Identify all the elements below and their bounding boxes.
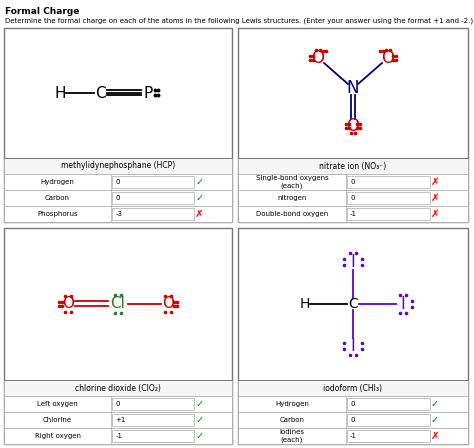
Text: ✓: ✓ (195, 193, 203, 203)
FancyBboxPatch shape (112, 430, 194, 442)
Text: I: I (351, 253, 356, 271)
Text: iodoform (CHI₃): iodoform (CHI₃) (323, 383, 383, 392)
Text: 0: 0 (350, 417, 355, 423)
Text: -1: -1 (350, 211, 357, 217)
Text: ✓: ✓ (195, 415, 203, 425)
Text: P: P (143, 86, 153, 100)
Text: 0: 0 (115, 401, 119, 407)
FancyBboxPatch shape (238, 190, 468, 206)
Text: nitrogen: nitrogen (277, 195, 307, 201)
Text: N: N (347, 79, 359, 97)
FancyBboxPatch shape (112, 208, 194, 220)
Text: -3: -3 (115, 211, 122, 217)
FancyBboxPatch shape (347, 208, 430, 220)
Text: chlorine dioxide (ClO₂): chlorine dioxide (ClO₂) (75, 383, 161, 392)
FancyBboxPatch shape (238, 396, 468, 412)
Text: Phosphorus: Phosphorus (37, 211, 78, 217)
Text: Determine the formal charge on each of the atoms in the following Lewis structur: Determine the formal charge on each of t… (5, 17, 473, 23)
FancyBboxPatch shape (238, 158, 468, 174)
FancyBboxPatch shape (112, 414, 194, 426)
FancyBboxPatch shape (4, 28, 232, 222)
Text: O: O (382, 49, 394, 67)
FancyBboxPatch shape (4, 396, 232, 412)
Text: Formal Charge: Formal Charge (5, 7, 79, 16)
Text: -1: -1 (350, 433, 357, 439)
Text: O: O (62, 297, 74, 311)
Text: 0: 0 (350, 179, 355, 185)
Text: ✓: ✓ (195, 431, 203, 441)
Text: -1: -1 (115, 433, 122, 439)
Text: ✓: ✓ (195, 177, 203, 187)
Text: Carbon: Carbon (45, 195, 70, 201)
FancyBboxPatch shape (347, 192, 430, 204)
Text: Iodines
(each): Iodines (each) (280, 429, 305, 443)
FancyBboxPatch shape (347, 430, 430, 442)
Text: ✓: ✓ (431, 415, 439, 425)
Text: Right oxygen: Right oxygen (35, 433, 81, 439)
Text: 0: 0 (350, 401, 355, 407)
FancyBboxPatch shape (112, 192, 194, 204)
FancyBboxPatch shape (4, 228, 232, 444)
FancyBboxPatch shape (4, 190, 232, 206)
Text: ✗: ✗ (430, 431, 439, 441)
Text: ✓: ✓ (431, 399, 439, 409)
Text: ✓: ✓ (195, 399, 203, 409)
Text: +1: +1 (115, 417, 126, 423)
Text: Cl: Cl (110, 297, 126, 311)
Text: C: C (348, 297, 358, 311)
FancyBboxPatch shape (4, 380, 232, 396)
FancyBboxPatch shape (347, 414, 430, 426)
FancyBboxPatch shape (4, 174, 232, 190)
Text: I: I (351, 337, 356, 355)
Text: ✗: ✗ (195, 209, 204, 219)
Text: Carbon: Carbon (280, 417, 305, 423)
FancyBboxPatch shape (4, 158, 232, 174)
FancyBboxPatch shape (4, 206, 232, 222)
Text: Single-bond oxygens
(each): Single-bond oxygens (each) (255, 175, 328, 189)
Text: H: H (300, 297, 310, 311)
Text: Chlorine: Chlorine (43, 417, 72, 423)
FancyBboxPatch shape (238, 206, 468, 222)
FancyBboxPatch shape (4, 412, 232, 428)
Text: H: H (54, 86, 66, 100)
FancyBboxPatch shape (238, 174, 468, 190)
FancyBboxPatch shape (238, 28, 468, 222)
Text: Double-bond oxygen: Double-bond oxygen (256, 211, 328, 217)
Text: O: O (162, 297, 174, 311)
Text: I: I (401, 295, 405, 313)
Text: Left oxygen: Left oxygen (37, 401, 78, 407)
FancyBboxPatch shape (4, 428, 232, 444)
FancyBboxPatch shape (347, 398, 430, 410)
FancyBboxPatch shape (112, 176, 194, 188)
Text: O: O (311, 49, 325, 67)
Text: ✗: ✗ (430, 193, 439, 203)
Text: ✗: ✗ (430, 177, 439, 187)
FancyBboxPatch shape (238, 228, 468, 444)
FancyBboxPatch shape (238, 412, 468, 428)
Text: 0: 0 (350, 195, 355, 201)
Text: C: C (95, 86, 105, 100)
FancyBboxPatch shape (238, 428, 468, 444)
Text: Hydrogen: Hydrogen (275, 401, 309, 407)
FancyBboxPatch shape (112, 398, 194, 410)
Text: O: O (346, 117, 359, 135)
Text: 0: 0 (115, 179, 119, 185)
FancyBboxPatch shape (347, 176, 430, 188)
Text: nitrate ion (NO₃⁻): nitrate ion (NO₃⁻) (319, 161, 387, 171)
FancyBboxPatch shape (238, 380, 468, 396)
Text: Hydrogen: Hydrogen (41, 179, 74, 185)
Text: ✗: ✗ (430, 209, 439, 219)
Text: 0: 0 (115, 195, 119, 201)
Text: methylidynephosphane (HCP): methylidynephosphane (HCP) (61, 161, 175, 171)
